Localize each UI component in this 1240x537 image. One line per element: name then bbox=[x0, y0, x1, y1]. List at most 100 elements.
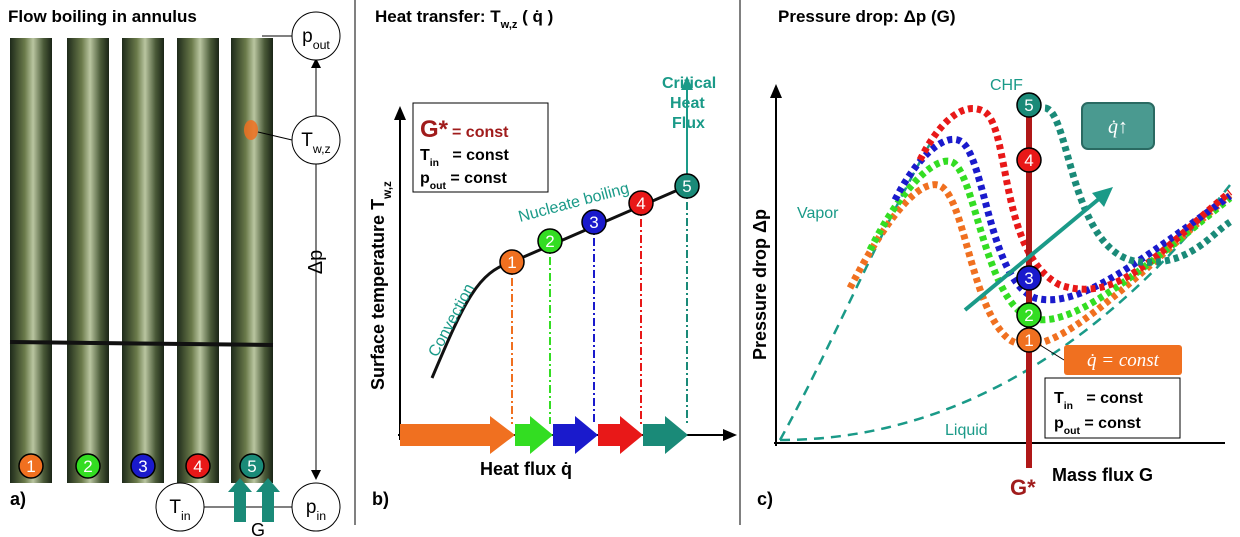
subscript: out bbox=[313, 38, 331, 52]
condition-box bbox=[1044, 377, 1181, 439]
condition: Tin = const bbox=[1054, 390, 1143, 412]
q-arrow bbox=[963, 196, 1102, 312]
dp-label: Δp bbox=[305, 250, 327, 274]
arrow-head bbox=[394, 106, 406, 120]
flux-arrow bbox=[643, 416, 688, 454]
state-label: 5 bbox=[247, 457, 256, 476]
state-label: 1 bbox=[26, 457, 35, 476]
leader bbox=[1039, 344, 1065, 361]
panel-title: Heat transfer: Tw,z ( q̇ ) bbox=[375, 7, 553, 31]
text-part: ( q̇ ) bbox=[517, 7, 553, 26]
node bbox=[155, 482, 205, 532]
state-label: 4 bbox=[1024, 151, 1033, 170]
dotted-curve bbox=[866, 157, 1233, 324]
arrow-head bbox=[311, 470, 321, 480]
tube bbox=[122, 38, 164, 483]
node-label: pout bbox=[302, 26, 330, 52]
tube bbox=[231, 38, 273, 483]
state-marker bbox=[581, 209, 607, 235]
panel-tag: c) bbox=[757, 489, 773, 509]
state-marker bbox=[628, 190, 654, 216]
condition: Tin = const bbox=[420, 147, 509, 169]
state-marker bbox=[1016, 327, 1042, 353]
dotted-curve bbox=[846, 181, 1233, 349]
text-part: Surface temperature T bbox=[368, 199, 388, 390]
text-part: T bbox=[301, 130, 313, 151]
text-part: T bbox=[169, 497, 181, 518]
text-part: = const bbox=[446, 170, 508, 187]
state-label: 1 bbox=[1024, 331, 1033, 350]
condition: pout = const bbox=[1054, 415, 1142, 437]
arrow-head bbox=[723, 429, 737, 441]
state-marker bbox=[537, 228, 563, 254]
state-marker bbox=[1016, 265, 1042, 291]
state-marker bbox=[499, 249, 525, 275]
text-part: T bbox=[420, 147, 430, 164]
subscript: w,z bbox=[312, 142, 331, 156]
tube bbox=[67, 38, 109, 483]
state-label: 4 bbox=[636, 194, 645, 213]
panel-title: Flow boiling in annulus bbox=[8, 7, 197, 26]
state-marker bbox=[1016, 302, 1042, 328]
hot-spot bbox=[244, 120, 258, 140]
panel-tag: b) bbox=[372, 489, 389, 509]
text-part: T bbox=[1054, 390, 1064, 407]
liquid-label: Liquid bbox=[945, 422, 988, 439]
state-marker bbox=[75, 453, 101, 479]
state-label: 2 bbox=[83, 457, 92, 476]
arrow-head bbox=[311, 58, 321, 68]
flux-arrow bbox=[553, 416, 598, 454]
state-label: 3 bbox=[138, 457, 147, 476]
subscript: in bbox=[430, 158, 439, 169]
arrow-head bbox=[770, 84, 782, 98]
state-label: 2 bbox=[545, 232, 554, 251]
g-star-text: G* bbox=[420, 116, 449, 143]
chf-label: Critical Heat Flux bbox=[662, 75, 716, 132]
g-arrow bbox=[228, 478, 252, 522]
state-marker bbox=[185, 453, 211, 479]
x-label: Heat flux q̇ bbox=[480, 459, 572, 479]
text-part: Heat transfer: T bbox=[375, 7, 501, 26]
text-part: p bbox=[302, 26, 313, 47]
g-arrow bbox=[256, 478, 280, 522]
dotted-curve bbox=[1043, 104, 1232, 266]
chf-line: Critical bbox=[662, 75, 716, 92]
convection-label: Convection bbox=[426, 281, 479, 360]
q-up: q̇↑ bbox=[1108, 116, 1128, 138]
liquid-line bbox=[779, 184, 1231, 442]
chf-label: CHF bbox=[990, 77, 1023, 94]
tubes bbox=[9, 38, 274, 483]
dotted-curve bbox=[916, 105, 1233, 293]
subscript: in bbox=[316, 509, 326, 523]
state-marker bbox=[130, 453, 156, 479]
tube-mark bbox=[9, 340, 274, 347]
x-label: Mass flux G bbox=[1052, 465, 1153, 485]
state-label: 3 bbox=[1024, 269, 1033, 288]
g-label: G bbox=[251, 520, 265, 537]
flux-arrow bbox=[598, 416, 643, 454]
node-label: Tin bbox=[169, 497, 190, 523]
arrow-head bbox=[681, 76, 693, 90]
subscript: w,z bbox=[381, 181, 394, 200]
node-label: Tw,z bbox=[301, 130, 330, 156]
subscript: out bbox=[430, 181, 447, 192]
node-label: pin bbox=[306, 497, 326, 523]
vapor-label: Vapor bbox=[797, 205, 839, 222]
q-up-box bbox=[1081, 102, 1155, 150]
arrow-head bbox=[1092, 187, 1113, 207]
flux-arrow bbox=[515, 416, 553, 454]
state-marker bbox=[674, 173, 700, 199]
state-marker bbox=[1016, 147, 1042, 173]
state-marker bbox=[239, 453, 265, 479]
tube bbox=[177, 38, 219, 483]
text-part: p bbox=[306, 497, 317, 518]
text-part: = const bbox=[1073, 390, 1143, 407]
text-part: p bbox=[1054, 415, 1064, 432]
flux-arrow bbox=[400, 416, 515, 454]
g-const: = const bbox=[452, 124, 509, 141]
text-part: p bbox=[420, 170, 430, 187]
subscript: w,z bbox=[500, 19, 518, 31]
state-marker bbox=[1016, 92, 1042, 118]
